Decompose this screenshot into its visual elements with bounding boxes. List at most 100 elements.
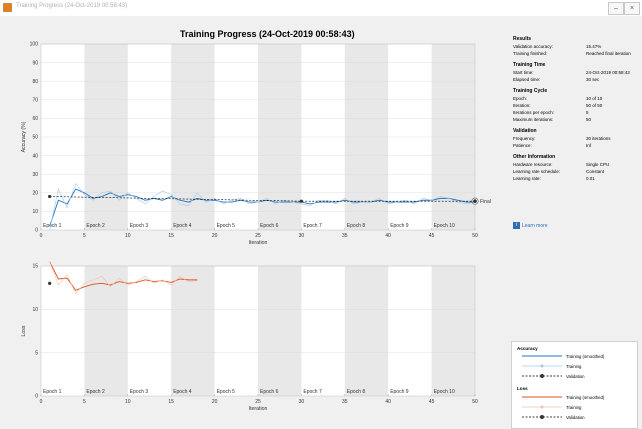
other-info-heading: Other Information (513, 154, 556, 160)
epoch-band (84, 266, 128, 396)
x-tick-label: 15 (168, 399, 174, 405)
epoch-label: Epoch 1 (43, 223, 62, 229)
y-tick-label: 10 (32, 307, 38, 313)
results-heading: Results (513, 36, 532, 42)
training-cycle-heading: Training Cycle (513, 88, 548, 94)
info-value: Constant (586, 169, 605, 174)
legend-item: Training (smoothed) (566, 354, 605, 359)
x-tick-label: 15 (168, 233, 174, 239)
y-tick-label: 70 (32, 98, 38, 104)
training-line (49, 182, 476, 231)
learn-more-link[interactable]: i Learn more (513, 222, 548, 229)
x-tick-label: 0 (40, 399, 43, 405)
epoch-label: Epoch 1 (43, 389, 62, 395)
y-tick-label: 30 (32, 172, 38, 178)
epoch-label: Epoch 8 (347, 389, 366, 395)
info-key: Frequency: (513, 136, 536, 141)
x-tick-label: 5 (83, 233, 86, 239)
epoch-label: Epoch 7 (303, 389, 322, 395)
x-tick-label: 45 (429, 233, 435, 239)
legend-marker-loss-training (540, 405, 544, 409)
x-tick-label: 40 (385, 399, 391, 405)
final-label: Final (480, 199, 491, 205)
x-axis-label: Iteration (249, 406, 268, 412)
epoch-label: Epoch 3 (130, 389, 149, 395)
x-tick-label: 5 (83, 399, 86, 405)
epoch-label: Epoch 5 (217, 223, 236, 229)
training-line (49, 261, 198, 295)
legend-marker-acc-validation (540, 374, 544, 378)
matlab-icon (3, 3, 12, 12)
training-smoothed-line (49, 261, 198, 291)
info-value: Reached final iteration (586, 51, 631, 56)
legend-item: Training (566, 364, 582, 369)
info-value: 0.01 (586, 176, 595, 181)
final-marker (471, 197, 479, 205)
validation-point (299, 199, 303, 203)
validation-point (48, 194, 52, 199)
epoch-label: Epoch 2 (86, 223, 105, 229)
x-tick-label: 40 (385, 233, 391, 239)
epoch-label: Epoch 6 (260, 223, 279, 229)
legend-marker-acc-training (540, 364, 544, 368)
legend-accuracy-heading: Accuracy (517, 346, 538, 351)
info-value: 50 (586, 117, 592, 122)
legend-item: Training (566, 405, 582, 410)
window-title: Training Progress (24-Oct-2019 00:58:43) (16, 3, 128, 9)
info-key: Maximum iterations: (513, 117, 554, 122)
epoch-band (258, 266, 302, 396)
x-tick-label: 25 (255, 399, 261, 405)
legend-loss-heading: Loss (517, 386, 528, 391)
legend-accuracy-swatches (522, 355, 562, 378)
validation-point (48, 281, 52, 285)
info-key: Iterations per epoch: (513, 110, 555, 115)
epoch-label: Epoch 10 (434, 223, 455, 229)
legend-item: Training (smoothed) (566, 395, 605, 400)
epoch-label: Epoch 5 (217, 389, 236, 395)
close-button[interactable]: × (624, 2, 640, 15)
info-value: 15.47% (586, 44, 602, 49)
x-tick-label: 30 (299, 399, 305, 405)
y-tick-label: 60 (32, 116, 38, 122)
y-tick-label: 100 (30, 42, 39, 48)
learn-more-label: Learn more (522, 222, 548, 229)
legend-loss-swatches (522, 396, 562, 419)
final-point (473, 199, 477, 203)
y-tick-label: 90 (32, 60, 38, 66)
epoch-label: Epoch 3 (130, 223, 149, 229)
window-titlebar: Training Progress (24-Oct-2019 00:58:43)… (0, 0, 642, 17)
x-axis-label: Iteration (249, 240, 268, 246)
info-key: Start time: (513, 70, 534, 75)
info-key: Patience: (513, 143, 532, 148)
y-tick-label: 80 (32, 79, 38, 85)
info-key: Elapsed time: (513, 77, 541, 82)
training-time-heading: Training Time (513, 62, 546, 68)
info-key: Hardware resource: (513, 162, 553, 167)
x-tick-label: 35 (342, 233, 348, 239)
info-value: 24-Oct-2019 00:58:43 (586, 70, 630, 75)
x-tick-label: 10 (125, 399, 131, 405)
epoch-label: Epoch 6 (260, 389, 279, 395)
x-tick-label: 45 (429, 399, 435, 405)
x-tick-label: 0 (40, 233, 43, 239)
y-tick-label: 40 (32, 153, 38, 159)
y-axis-label: Accuracy (%) (21, 121, 27, 152)
y-tick-label: 50 (32, 135, 38, 141)
epoch-label: Epoch 9 (390, 389, 409, 395)
x-tick-label: 30 (299, 233, 305, 239)
x-tick-label: 20 (212, 233, 218, 239)
info-key: Learning rate schedule: (513, 169, 561, 174)
x-tick-label: 50 (472, 233, 478, 239)
info-value: Inf (586, 143, 592, 148)
minimize-button[interactable]: – (608, 2, 624, 15)
epoch-label: Epoch 4 (173, 389, 192, 395)
info-icon: i (513, 222, 520, 229)
epoch-band (431, 266, 475, 396)
info-value: 50 of 50 (586, 103, 603, 108)
y-tick-label: 0 (35, 228, 38, 234)
info-value: 10 of 10 (586, 96, 603, 101)
info-key: Iteration: (513, 103, 531, 108)
info-value: 30 iterations (586, 136, 611, 141)
epoch-band (344, 266, 389, 396)
y-axis-label: Loss (21, 325, 27, 336)
